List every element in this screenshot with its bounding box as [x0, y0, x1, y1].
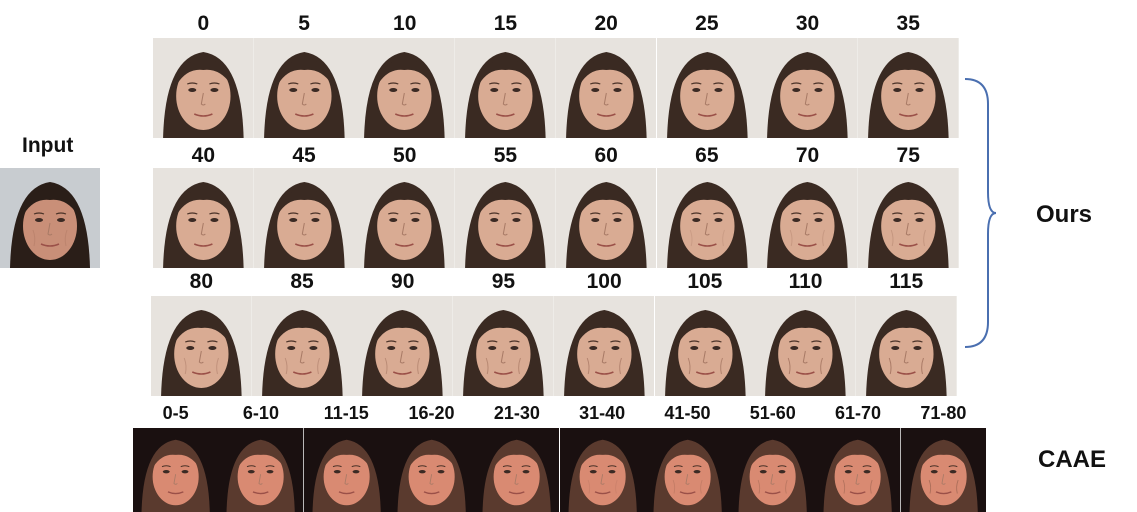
age-label: 105: [687, 270, 723, 293]
ours-face-image: [656, 168, 758, 268]
age-label: 0: [197, 12, 210, 35]
age-label: 45: [292, 144, 316, 167]
caae-face-image: [388, 428, 475, 512]
age-label: 65: [695, 144, 719, 167]
caae-face-image: [474, 428, 560, 512]
caae-face-image: [559, 428, 645, 512]
age-label: 60: [594, 144, 618, 167]
ours-face-image: [553, 296, 655, 396]
caae-age-label: 51-60: [749, 403, 796, 423]
caae-face-image: [133, 428, 219, 512]
age-label: 40: [191, 144, 216, 167]
caae-age-label: 6-10: [242, 403, 279, 423]
ours-face-image: [153, 168, 254, 268]
age-label: 55: [493, 144, 518, 167]
ours-face-image: [857, 38, 959, 138]
caae-age-label: 71-80: [920, 403, 967, 423]
caae-face-image: [730, 428, 816, 512]
age-label: 70: [795, 144, 820, 167]
age-label: 35: [896, 12, 920, 35]
caae-age-label: 21-30: [493, 403, 540, 423]
ours-face-image: [755, 296, 856, 396]
age-label: 75: [896, 144, 920, 167]
age-label: 50: [393, 144, 417, 167]
ours-face-image: [857, 168, 959, 268]
ours-face-image: [151, 296, 252, 396]
age-label: 30: [795, 12, 820, 35]
ours-face-image: [455, 38, 556, 138]
age-label: 25: [695, 12, 719, 35]
caae-face-image: [900, 428, 986, 512]
ours-face-image: [757, 168, 858, 268]
ours-face-image: [453, 296, 554, 396]
age-label: 80: [189, 270, 214, 293]
input-face-image: [0, 168, 100, 268]
ours-brace-icon: [964, 78, 997, 348]
age-label: 95: [491, 270, 516, 293]
ours-face-image: [757, 38, 858, 138]
caae-face-image: [815, 428, 901, 512]
ours-face-image: [153, 38, 254, 138]
age-label: 110: [788, 270, 823, 293]
ours-label: Ours: [1036, 201, 1093, 228]
ours-face-image: [354, 38, 456, 138]
caae-age-label: 31-40: [579, 403, 626, 423]
age-label: 85: [290, 270, 314, 293]
ours-face-image: [253, 168, 355, 268]
age-label: 115: [889, 270, 924, 293]
caae-face-image: [644, 428, 731, 512]
caae-label: CAAE: [1038, 446, 1107, 473]
input-label: Input: [22, 134, 74, 157]
caae-age-label: 41-50: [664, 403, 711, 423]
ours-face-image: [455, 168, 556, 268]
ours-face-image: [251, 296, 353, 396]
age-label: 20: [594, 12, 618, 35]
ours-face-image: [354, 168, 456, 268]
caae-age-label: 61-70: [835, 403, 882, 423]
ours-face-image: [555, 168, 657, 268]
caae-face-image: [218, 428, 304, 512]
ours-face-image: [352, 296, 454, 396]
caae-face-image: [303, 428, 389, 512]
age-label: 90: [391, 270, 415, 293]
age-label: 10: [393, 12, 417, 35]
ours-face-image: [656, 38, 758, 138]
ours-face-image: [654, 296, 756, 396]
age-label: 15: [493, 12, 518, 35]
ours-face-image: [855, 296, 957, 396]
ours-face-image: [555, 38, 657, 138]
age-label: 5: [298, 12, 310, 35]
ours-face-image: [253, 38, 355, 138]
age-label: 100: [586, 270, 622, 293]
caae-age-label: 11-15: [323, 403, 369, 423]
caae-age-label: 16-20: [408, 403, 455, 423]
caae-age-label: 0-5: [162, 403, 189, 423]
